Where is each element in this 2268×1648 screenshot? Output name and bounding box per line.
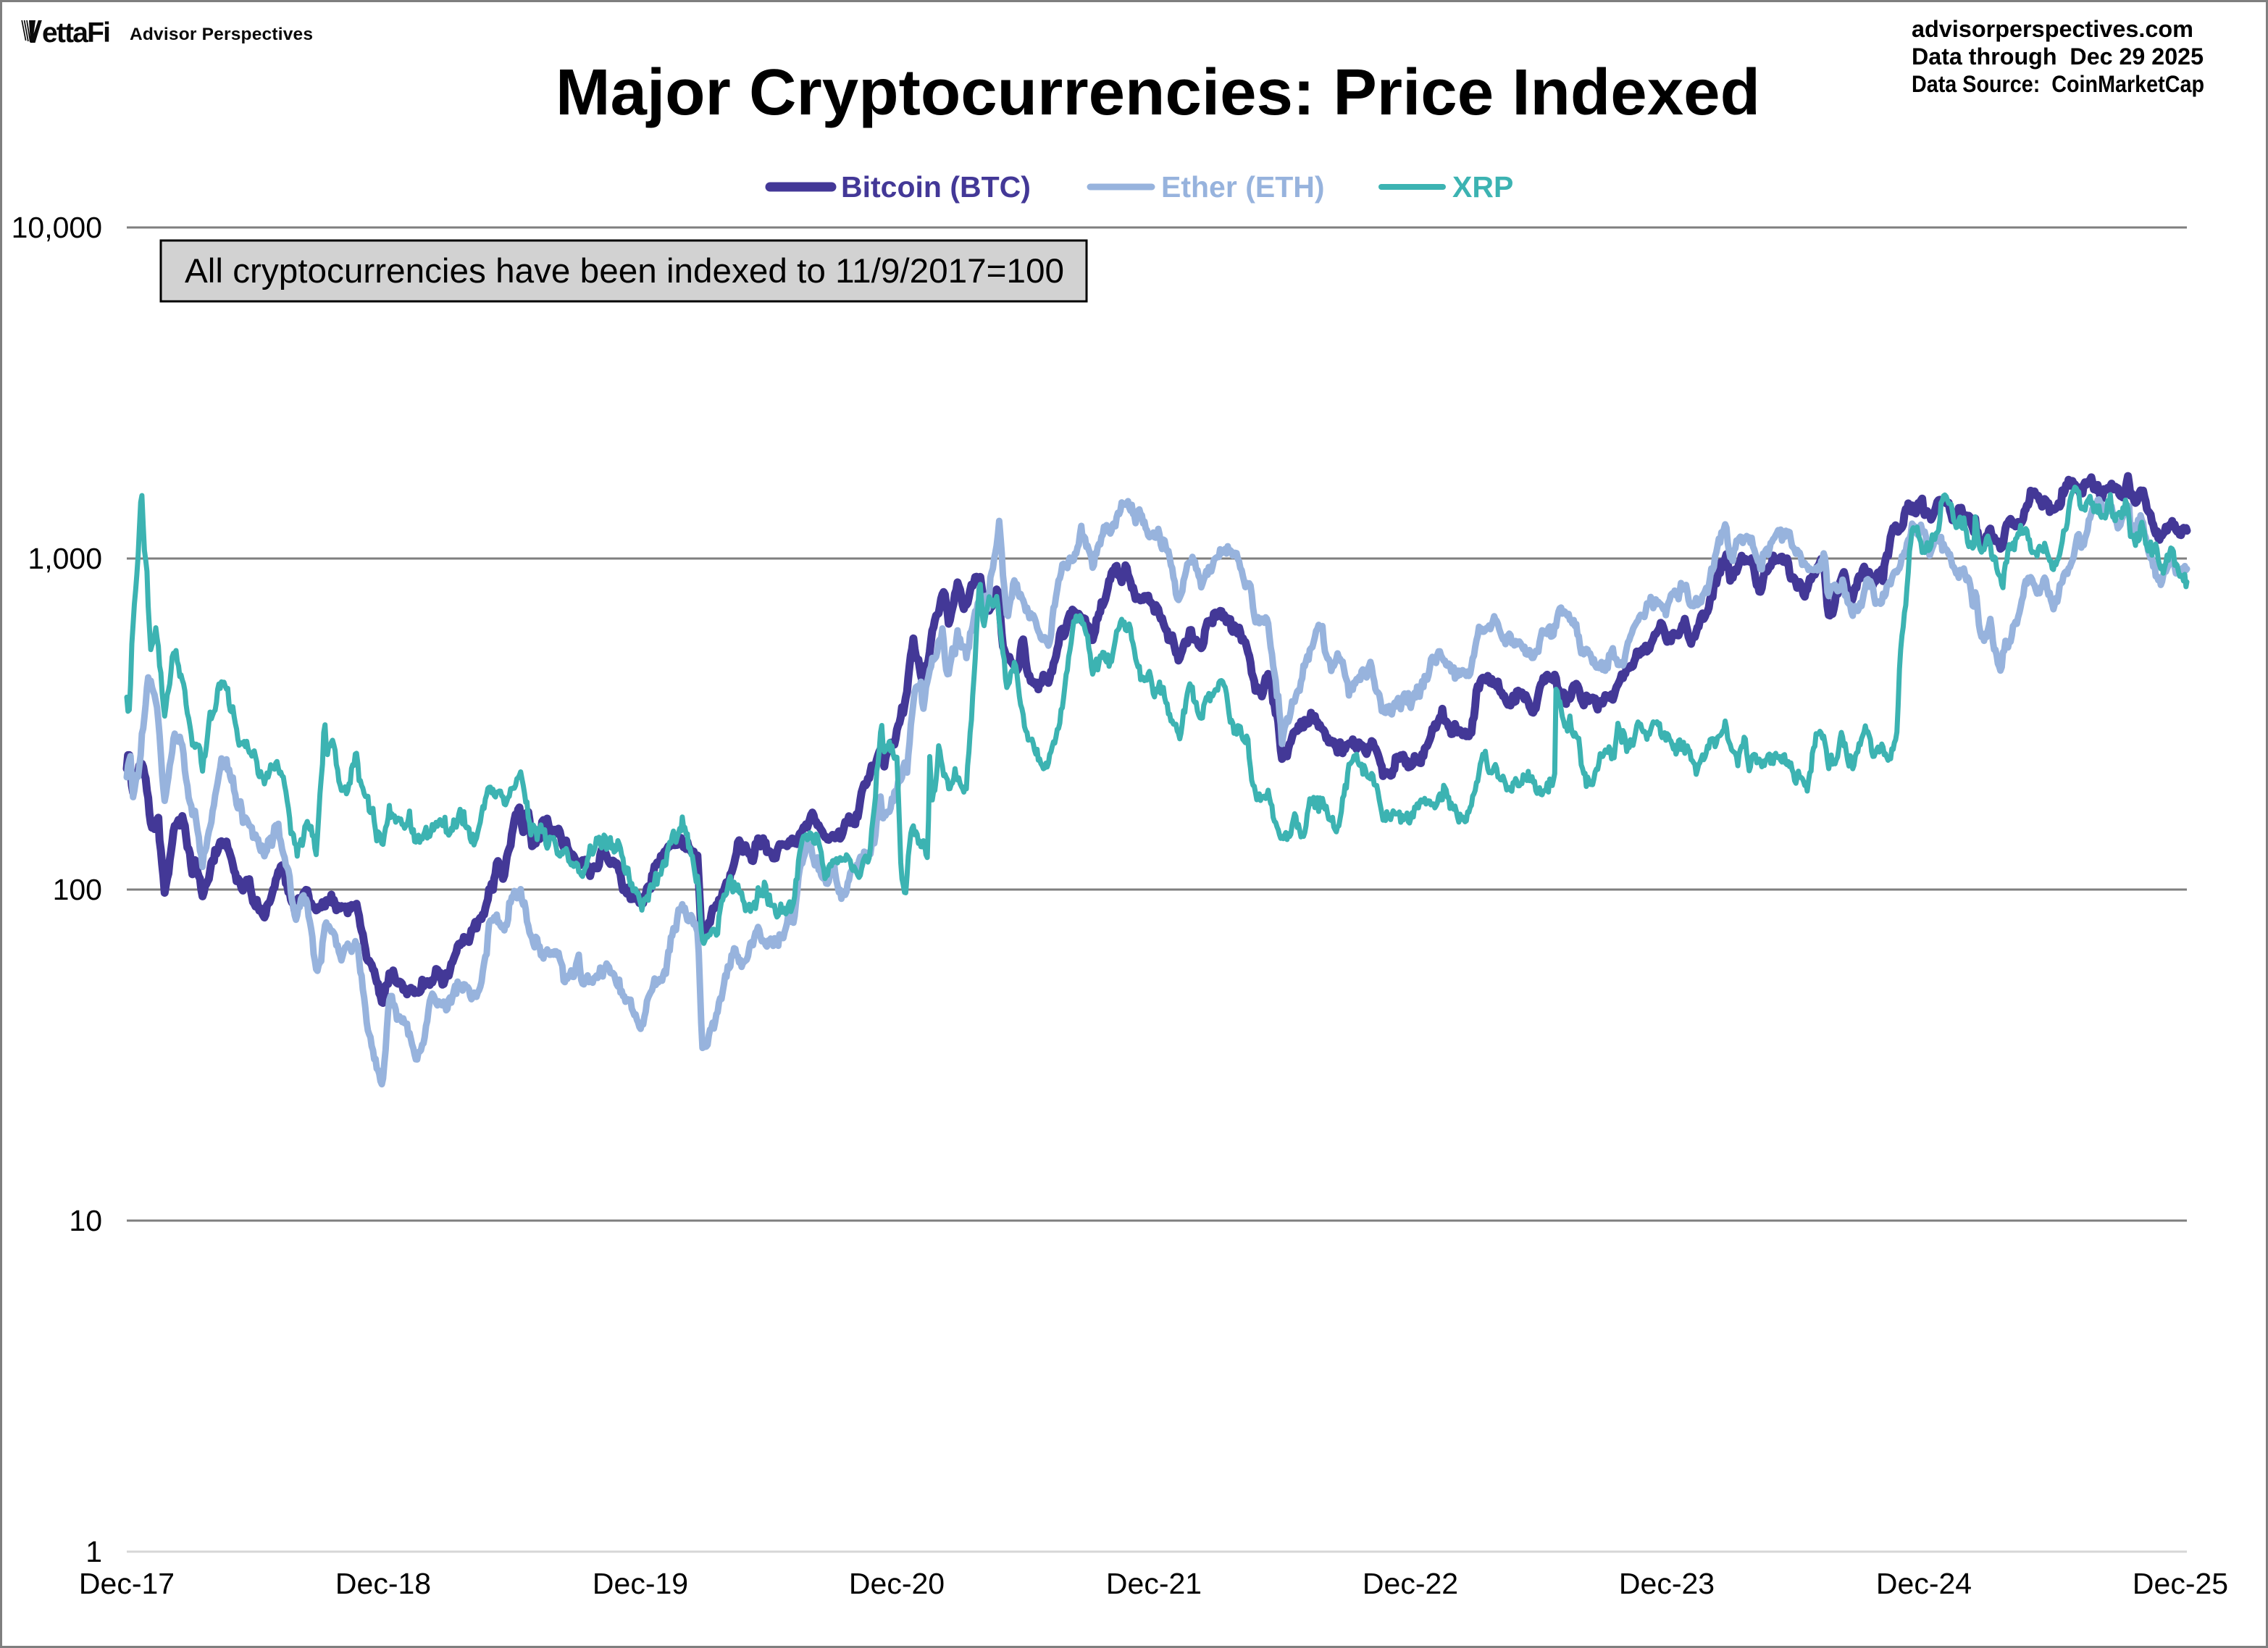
- svg-text:Ether (ETH): Ether (ETH): [1161, 170, 1325, 204]
- svg-text:Data through Dec 29 2025: Data through Dec 29 2025: [1912, 43, 2204, 70]
- svg-text:ettaFi: ettaFi: [42, 17, 109, 49]
- svg-text:Dec-22: Dec-22: [1363, 1567, 1458, 1600]
- svg-text:Dec-21: Dec-21: [1106, 1567, 1202, 1600]
- svg-text:100: 100: [53, 873, 102, 906]
- svg-text:Dec-17: Dec-17: [79, 1567, 175, 1600]
- svg-text:Advisor Perspectives: Advisor Perspectives: [130, 25, 313, 44]
- svg-text:Dec-24: Dec-24: [1876, 1567, 1972, 1600]
- svg-text:10: 10: [69, 1204, 102, 1237]
- svg-text:Major Cryptocurrencies: Price: Major Cryptocurrencies: Price Indexed: [556, 57, 1760, 129]
- svg-text:Bitcoin (BTC): Bitcoin (BTC): [841, 170, 1031, 204]
- svg-text:Dec-25: Dec-25: [2133, 1567, 2228, 1600]
- svg-text:Dec-18: Dec-18: [335, 1567, 431, 1600]
- svg-text:advisorperspectives.com: advisorperspectives.com: [1912, 16, 2193, 42]
- svg-text:Dec-20: Dec-20: [849, 1567, 945, 1600]
- svg-text:All cryptocurrencies have been: All cryptocurrencies have been indexed t…: [185, 251, 1064, 290]
- svg-text:Data Source: CoinMarketCap: Data Source: CoinMarketCap: [1912, 71, 2204, 97]
- svg-text:1,000: 1,000: [28, 542, 102, 575]
- svg-text:Dec-19: Dec-19: [593, 1567, 688, 1600]
- svg-text:XRP: XRP: [1452, 170, 1513, 204]
- svg-text:10,000: 10,000: [12, 211, 102, 244]
- svg-text:Dec-23: Dec-23: [1619, 1567, 1715, 1600]
- svg-text:1: 1: [85, 1535, 102, 1568]
